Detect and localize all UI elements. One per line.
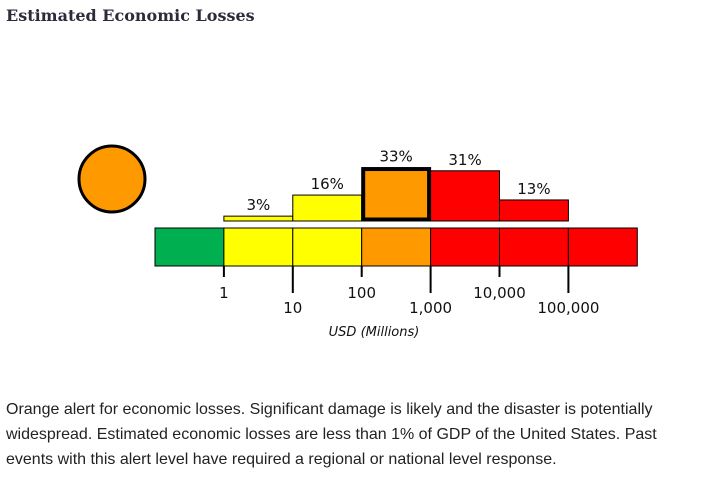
- bar-1,000-10,000: [430, 170, 501, 222]
- economic-losses-chart: 3%16%33% 31%13% 1101001,00010,000100,000 …: [77, 144, 638, 340]
- bar-10-100: [292, 194, 363, 222]
- scale-band-yellow: [223, 227, 294, 267]
- tick-label: 10,000: [473, 284, 526, 302]
- bar-1-10: [223, 215, 294, 222]
- section-title: Estimated Economic Losses: [6, 6, 255, 25]
- scale-band-yellow: [292, 227, 363, 267]
- scale-band-green: [154, 227, 225, 267]
- alert-level-circle: [77, 144, 147, 214]
- scale-band-orange: [361, 227, 432, 267]
- bar-value-label: 31%: [448, 151, 481, 169]
- bar-value-label: 16%: [311, 175, 344, 193]
- scale-band-red: [499, 227, 569, 267]
- bar-10,000-100,000: [499, 199, 569, 222]
- bar-value-label: 33%: [379, 148, 412, 166]
- bar-100-1,000: [361, 167, 432, 222]
- tick-label: 100,000: [537, 299, 599, 317]
- tick-label: 1: [219, 284, 229, 302]
- x-axis-label: USD (Millions): [329, 325, 420, 340]
- bar-value-label: 13%: [517, 180, 550, 198]
- alert-description: Orange alert for economic losses. Signif…: [6, 401, 657, 468]
- scale-band-red: [567, 227, 638, 267]
- tick-label: 1,000: [409, 299, 452, 317]
- tick-label: 10: [283, 299, 302, 317]
- tick-label: 100: [347, 284, 376, 302]
- bar-value-label: 3%: [246, 196, 270, 214]
- scale-band-red: [430, 227, 501, 267]
